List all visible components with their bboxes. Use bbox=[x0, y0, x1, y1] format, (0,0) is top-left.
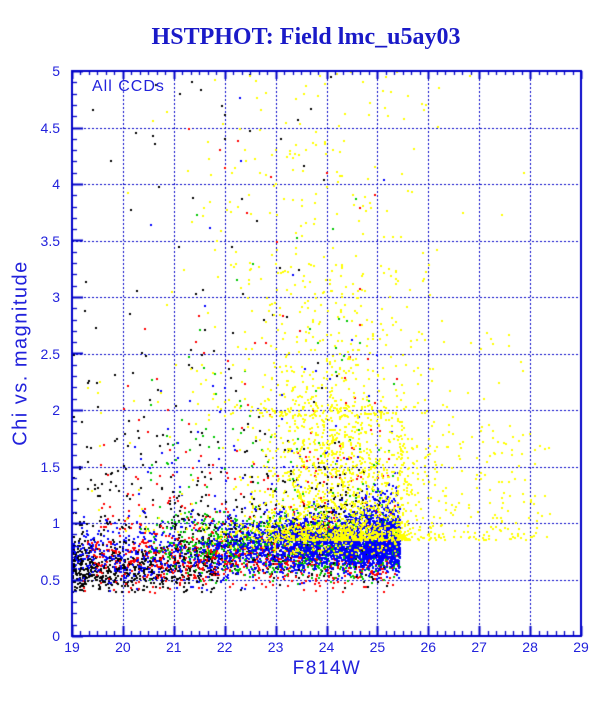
x-tick-label: 26 bbox=[420, 639, 437, 655]
y-tick-label: 2 bbox=[52, 402, 60, 418]
y-tick-label: 1.5 bbox=[40, 458, 60, 475]
x-tick-label: 25 bbox=[369, 639, 386, 655]
x-tick-label: 24 bbox=[318, 639, 335, 655]
y-tick-label: 4 bbox=[52, 176, 60, 192]
y-tick-label: 1 bbox=[52, 515, 60, 531]
y-tick-label: 3.5 bbox=[40, 232, 60, 249]
y-tick-label: 0.5 bbox=[40, 571, 60, 588]
x-tick-label: 29 bbox=[573, 639, 589, 655]
x-tick-label: 27 bbox=[471, 639, 487, 655]
x-axis-title: F814W bbox=[292, 658, 362, 679]
x-tick-label: 20 bbox=[115, 639, 131, 655]
x-tick-label: 23 bbox=[267, 639, 284, 655]
ccd-annotation: All CCDs bbox=[92, 78, 165, 95]
y-tick-label: 5 bbox=[52, 63, 60, 79]
x-tick-label: 19 bbox=[64, 639, 80, 655]
x-tick-label: 28 bbox=[522, 639, 538, 655]
x-tick-label: 21 bbox=[166, 639, 182, 655]
x-tick-label: 22 bbox=[216, 639, 233, 655]
y-tick-label: 4.5 bbox=[40, 119, 60, 136]
y-tick-label: 3 bbox=[52, 289, 60, 305]
y-tick-label: 2.5 bbox=[40, 345, 60, 362]
y-tick-label: 0 bbox=[52, 628, 60, 644]
figure-title: HSTPHOT: Field lmc_u5ay03 bbox=[151, 24, 461, 50]
